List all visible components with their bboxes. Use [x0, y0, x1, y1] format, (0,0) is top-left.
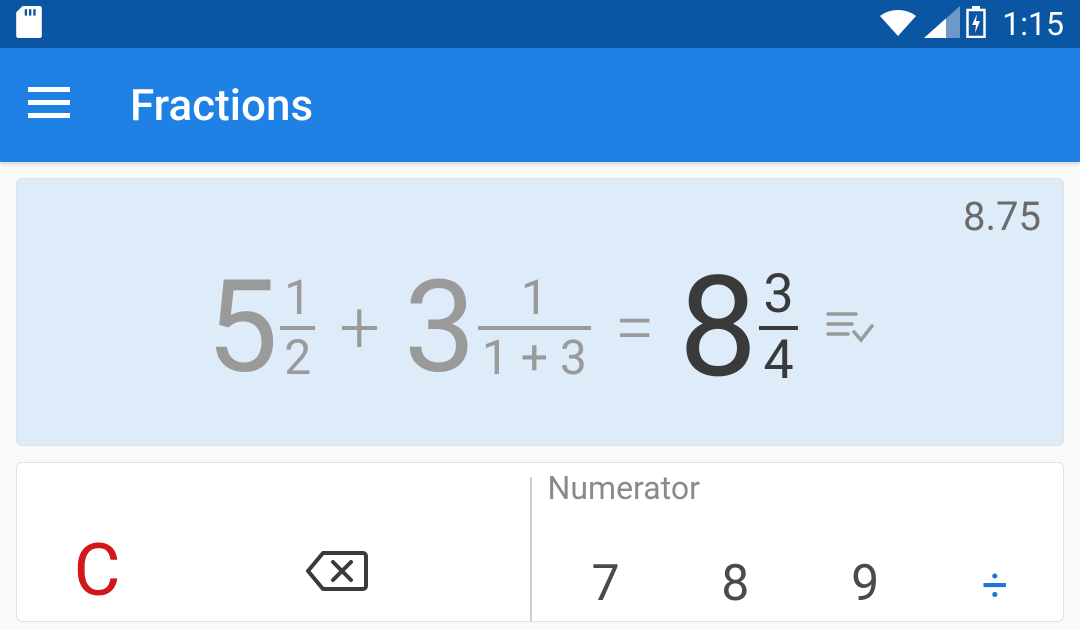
- term2-fraction: 1 1 + 3: [478, 274, 591, 382]
- term1-whole: 5: [206, 264, 278, 392]
- content-area: 8.75 5 1 2 + 3 1 1 + 3 = 8: [0, 162, 1080, 630]
- term2-numerator: 1: [517, 274, 552, 322]
- sd-card-icon: [16, 6, 42, 42]
- keypad-right-section: Numerator 7 8 9 ÷: [530, 463, 1063, 621]
- statusbar-clock: 1:15: [1002, 5, 1064, 43]
- result-whole: 8: [679, 258, 758, 398]
- result-fraction: 3 4: [759, 268, 797, 388]
- result-term: 8 3 4: [679, 258, 798, 398]
- keypad-section-label: Numerator: [548, 463, 1063, 507]
- term-2: 3 1 1 + 3: [404, 264, 591, 392]
- app-bar: Fractions: [0, 48, 1080, 162]
- android-statusbar: 1:15: [0, 0, 1080, 48]
- keypad: C Numerator 7 8 9 ÷: [16, 462, 1064, 622]
- equals-sign: =: [615, 285, 655, 370]
- result-numerator: 3: [759, 268, 797, 322]
- menu-icon[interactable]: [28, 85, 70, 125]
- term2-whole: 3: [404, 264, 476, 392]
- app-title: Fractions: [130, 79, 313, 131]
- operator-plus: +: [339, 285, 380, 370]
- decimal-result: 8.75: [963, 193, 1041, 240]
- clear-button[interactable]: C: [57, 528, 137, 613]
- result-denominator: 4: [759, 334, 797, 388]
- backspace-button[interactable]: [297, 549, 377, 593]
- key-7[interactable]: 7: [566, 555, 646, 613]
- cell-signal-icon: [924, 6, 960, 42]
- keypad-row: 7 8 9 ÷: [548, 507, 1063, 621]
- term-1: 5 1 2: [206, 264, 315, 392]
- expression-display: 8.75 5 1 2 + 3 1 1 + 3 = 8: [16, 178, 1064, 446]
- show-steps-icon[interactable]: [826, 308, 874, 348]
- key-divide[interactable]: ÷: [955, 559, 1035, 613]
- wifi-icon: [878, 6, 918, 42]
- term1-fraction: 1 2: [280, 274, 315, 382]
- term2-denominator: 1 + 3: [478, 334, 591, 382]
- statusbar-right: 1:15: [878, 5, 1064, 43]
- battery-charging-icon: [966, 6, 986, 42]
- key-9[interactable]: 9: [825, 555, 905, 613]
- term1-numerator: 1: [280, 274, 315, 322]
- keypad-left-section: C: [17, 463, 530, 621]
- keypad-divider: [530, 477, 532, 621]
- key-8[interactable]: 8: [695, 555, 775, 613]
- expression-row: 5 1 2 + 3 1 1 + 3 = 8 3: [39, 240, 1041, 415]
- term1-denominator: 2: [280, 334, 315, 382]
- statusbar-left: [16, 6, 42, 42]
